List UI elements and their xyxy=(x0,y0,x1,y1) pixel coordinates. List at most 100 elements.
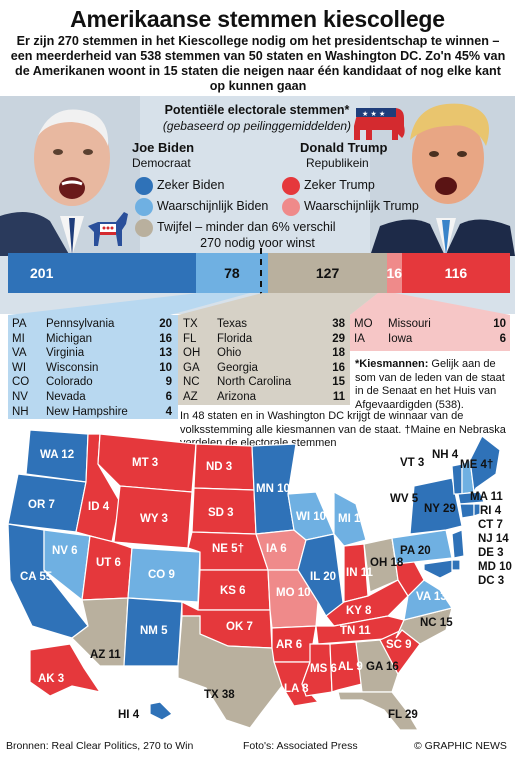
map-label-mn: MN 10 xyxy=(256,483,290,495)
map-label-ri: RI 4 xyxy=(480,505,502,517)
bar-segment-waarsch-biden: 78 xyxy=(195,253,269,293)
map-label-nc: NC 15 xyxy=(420,617,453,629)
republican-elephant-icon: ★ ★ ★ xyxy=(354,108,405,140)
state-nj xyxy=(451,529,465,559)
biden-likely-row: NH New Hampshire 4 xyxy=(12,405,172,420)
state-abbr: MO xyxy=(354,318,373,330)
state-al xyxy=(329,641,363,693)
kiesmannen-note-text: Gelijk aan de som van de leden van de st… xyxy=(355,358,505,411)
tossup-row: OH Ohio 18 xyxy=(183,346,345,361)
map-label-vt: VT 3 xyxy=(400,457,424,469)
trump-party: Republikein xyxy=(306,156,369,170)
map-label-in: IN 11 xyxy=(346,567,373,579)
state-abbr: OH xyxy=(183,347,201,360)
tossup-row: TX Texas 38 xyxy=(183,317,345,332)
bar-segment-zeker-trump: 116 xyxy=(401,253,510,293)
map-label-co: CO 9 xyxy=(148,569,175,581)
map-label-wi: WI 10 xyxy=(296,511,326,523)
map-label-de: DE 3 xyxy=(478,547,504,559)
state-votes: 13 xyxy=(159,347,172,360)
page-title: Amerikaanse stemmen kiescollege xyxy=(70,6,445,32)
map-label-ca: CA 55 xyxy=(20,571,53,583)
state-abbr: NC xyxy=(183,376,200,389)
state-abbr: PA xyxy=(12,318,27,330)
state-ma xyxy=(457,491,485,505)
trump-likely-panel xyxy=(350,315,510,351)
state-name: Missouri xyxy=(388,318,431,330)
states-note: In 48 staten en in Washington DC krijgt … xyxy=(180,410,506,449)
state-name: Pennsylvania xyxy=(46,318,115,330)
biden-likely-row: NV Nevada 6 xyxy=(12,390,172,405)
tossup-row: NC North Carolina 15 xyxy=(183,375,345,390)
state-name: New Hampshire xyxy=(46,405,128,418)
map-label-nj: NJ 14 xyxy=(478,533,509,545)
state-votes: 6 xyxy=(165,390,172,403)
state-name: Colorado xyxy=(46,376,93,389)
map-label-tx: TX 38 xyxy=(204,689,235,701)
state-name: North Carolina xyxy=(217,376,292,389)
map-label-wy: WY 3 xyxy=(140,513,168,525)
state-votes: 38 xyxy=(332,318,345,330)
state-tx xyxy=(177,615,283,729)
svg-text:★ ★ ★: ★ ★ ★ xyxy=(362,110,385,118)
bar-connectors xyxy=(8,293,510,315)
map-label-oh: OH 18 xyxy=(370,557,404,569)
state-votes: 16 xyxy=(332,361,345,374)
map-label-nv: NV 6 xyxy=(52,545,78,557)
map-label-nm: NM 5 xyxy=(140,625,168,637)
state-abbr: NH xyxy=(12,405,29,418)
map-label-pa: PA 20 xyxy=(400,545,431,557)
map-label-hi: HI 4 xyxy=(118,709,140,721)
map-label-nd: ND 3 xyxy=(206,461,232,473)
map-label-mo: MO 10 xyxy=(276,587,311,599)
state-votes: 4 xyxy=(165,405,172,418)
state-votes: 6 xyxy=(499,332,506,345)
trump-likely-row: IA Iowa 6 xyxy=(354,332,506,347)
state-name: Michigan xyxy=(46,332,93,345)
map-label-dc: DC 3 xyxy=(478,575,504,587)
legend-label-twijfel: Twijfel – minder dan 6% verschil xyxy=(157,220,336,234)
map-label-ia: IA 6 xyxy=(266,543,287,555)
state-name: Texas xyxy=(217,318,248,330)
state-votes: 18 xyxy=(332,347,345,360)
trump-name: Donald Trump xyxy=(300,140,388,155)
map-label-ar: AR 6 xyxy=(276,639,302,651)
state-votes: 9 xyxy=(165,376,172,389)
legend-swatch-waarsch-biden xyxy=(135,198,153,216)
state-votes: 10 xyxy=(159,361,172,374)
map-label-az: AZ 11 xyxy=(90,649,121,661)
legend-swatch-waarsch-trump xyxy=(282,198,300,216)
state-hi xyxy=(149,701,173,721)
tossup-row: AZ Arizona 11 xyxy=(183,390,345,405)
state-votes: 11 xyxy=(332,390,345,403)
biden-likely-row: WI Wisconsin 10 xyxy=(12,361,172,376)
state-va xyxy=(403,579,453,621)
threshold-line xyxy=(259,248,262,298)
map-label-il: IL 20 xyxy=(310,571,336,583)
us-electoral-map: WA 12 OR 7 CA 55 NV 6 ID 4 MT 3 WY 3 UT 6 AZ 11 C… xyxy=(7,430,512,730)
state-ak xyxy=(29,643,102,697)
bar-segment-zeker-biden: 201 xyxy=(8,253,196,293)
legend-header: Potentiële electorale stemmen* xyxy=(164,103,350,117)
state-abbr: AZ xyxy=(183,390,198,403)
state-ri xyxy=(473,503,481,517)
legend-label-zeker-trump: Zeker Trump xyxy=(304,178,375,192)
tossup-table: TX Texas 38 FL Florida 29 OH Ohio 18 GA Georgia 16 N… xyxy=(183,317,345,405)
state-abbr: IA xyxy=(354,332,365,345)
state-abbr: VA xyxy=(12,347,27,360)
legend-subheader: (gebaseerd op peilinggemiddelden) xyxy=(162,119,352,133)
map-label-ga: GA 16 xyxy=(366,661,399,673)
map-label-me: ME 4† xyxy=(460,459,493,471)
map-label-va: VA 13 xyxy=(416,591,447,603)
state-name: Florida xyxy=(217,332,253,345)
legend-label-waarsch-trump: Waarschijnlijk Trump xyxy=(304,199,419,213)
biden-name: Joe Biden xyxy=(132,140,195,155)
map-label-al: AL 9 xyxy=(338,661,363,673)
state-votes: 10 xyxy=(493,318,506,330)
biden-likely-row: VA Virginia 13 xyxy=(12,346,172,361)
tossup-row: GA Georgia 16 xyxy=(183,361,345,376)
trump-likely-row: MO Missouri 10 xyxy=(354,317,506,332)
biden-likely-table: PA Pennsylvania 20 MI Michigan 16 VA Virginia 13… xyxy=(12,317,172,419)
state-abbr: GA xyxy=(183,361,200,374)
state-fl xyxy=(337,691,419,730)
